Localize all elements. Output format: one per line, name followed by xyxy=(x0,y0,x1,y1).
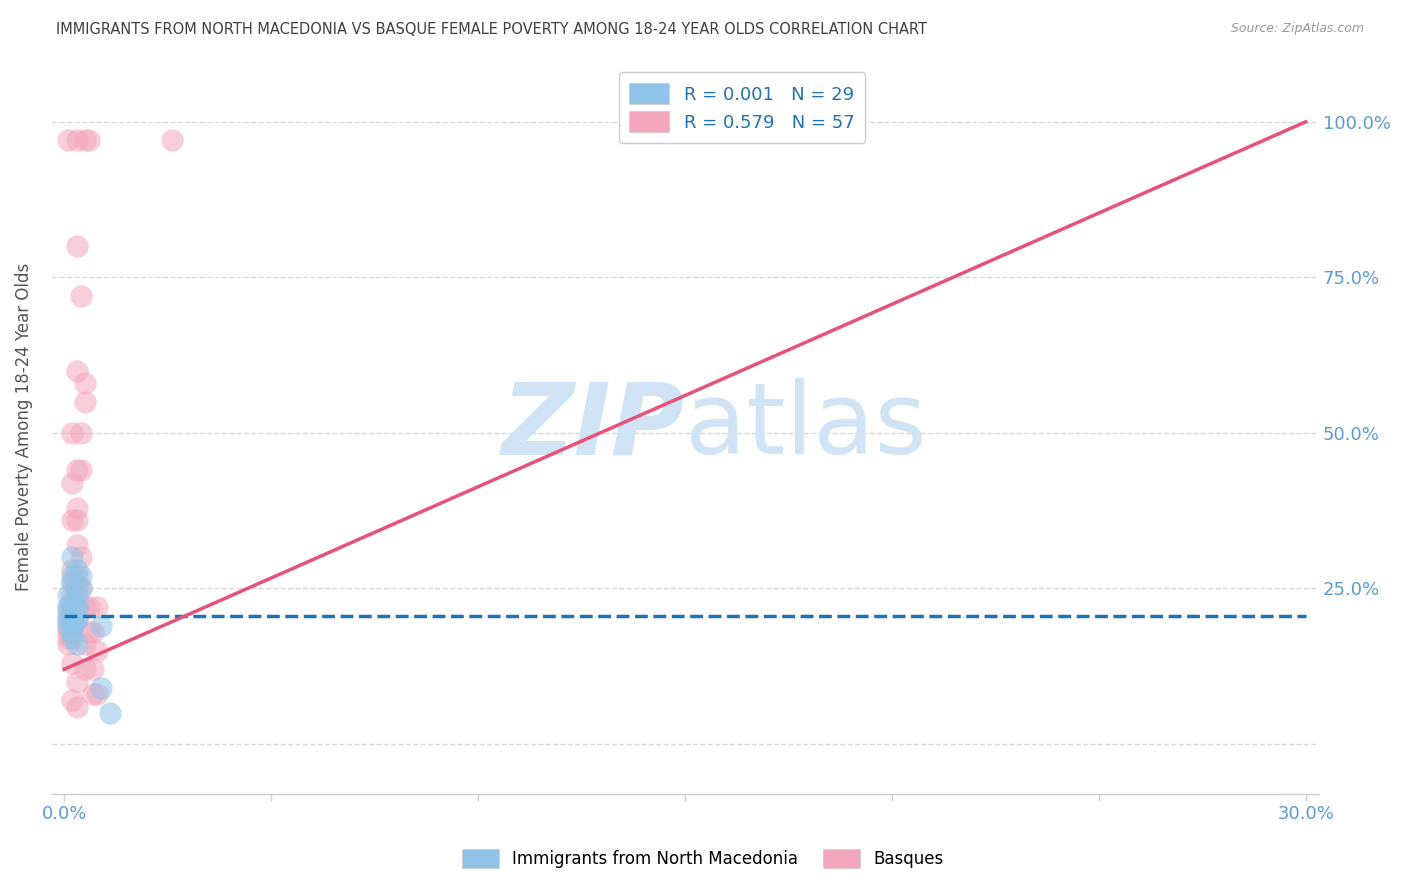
Point xyxy=(69,582,91,596)
Point xyxy=(65,699,87,714)
Point xyxy=(77,600,100,615)
Point xyxy=(62,600,84,615)
Point xyxy=(62,618,84,632)
Point xyxy=(62,600,84,615)
Point xyxy=(62,693,84,707)
Point xyxy=(62,618,84,632)
Point xyxy=(160,133,183,147)
Point xyxy=(62,575,84,590)
Point xyxy=(58,637,80,651)
Point xyxy=(90,681,112,695)
Point xyxy=(62,569,84,583)
Point xyxy=(86,600,108,615)
Point xyxy=(62,588,84,602)
Point xyxy=(62,618,84,632)
Point xyxy=(62,563,84,577)
Point xyxy=(65,538,87,552)
Point xyxy=(65,569,87,583)
Point xyxy=(98,706,121,720)
Point xyxy=(69,289,91,303)
Point xyxy=(73,662,96,676)
Point xyxy=(69,463,91,477)
Text: IMMIGRANTS FROM NORTH MACEDONIA VS BASQUE FEMALE POVERTY AMONG 18-24 YEAR OLDS C: IMMIGRANTS FROM NORTH MACEDONIA VS BASQU… xyxy=(56,22,927,37)
Point xyxy=(65,364,87,378)
Point xyxy=(65,133,87,147)
Point xyxy=(62,631,84,645)
Point xyxy=(73,133,96,147)
Point xyxy=(58,600,80,615)
Legend: Immigrants from North Macedonia, Basques: Immigrants from North Macedonia, Basques xyxy=(456,842,950,875)
Point xyxy=(65,513,87,527)
Point xyxy=(82,624,104,639)
Point xyxy=(65,463,87,477)
Point xyxy=(73,637,96,651)
Point xyxy=(65,674,87,689)
Point xyxy=(77,133,100,147)
Point xyxy=(65,500,87,515)
Point xyxy=(58,624,80,639)
Point xyxy=(65,637,87,651)
Point xyxy=(62,612,84,626)
Point xyxy=(58,607,80,621)
Point xyxy=(65,239,87,253)
Point xyxy=(62,656,84,670)
Y-axis label: Female Poverty Among 18-24 Year Olds: Female Poverty Among 18-24 Year Olds xyxy=(15,262,32,591)
Point xyxy=(62,594,84,608)
Point xyxy=(69,582,91,596)
Point xyxy=(77,624,100,639)
Legend: R = 0.001   N = 29, R = 0.579   N = 57: R = 0.001 N = 29, R = 0.579 N = 57 xyxy=(619,72,865,143)
Point xyxy=(86,643,108,657)
Point xyxy=(73,376,96,390)
Point xyxy=(90,618,112,632)
Point xyxy=(62,425,84,440)
Point xyxy=(86,687,108,701)
Point xyxy=(62,624,84,639)
Point xyxy=(65,612,87,626)
Point xyxy=(73,394,96,409)
Point xyxy=(58,618,80,632)
Point xyxy=(58,612,80,626)
Point xyxy=(62,575,84,590)
Text: atlas: atlas xyxy=(685,378,927,475)
Point xyxy=(62,607,84,621)
Point xyxy=(62,607,84,621)
Point xyxy=(62,475,84,490)
Point xyxy=(73,600,96,615)
Point xyxy=(82,662,104,676)
Point xyxy=(65,582,87,596)
Point xyxy=(62,550,84,565)
Point xyxy=(65,600,87,615)
Point xyxy=(62,612,84,626)
Point xyxy=(69,425,91,440)
Point xyxy=(65,588,87,602)
Point xyxy=(58,588,80,602)
Text: Source: ZipAtlas.com: Source: ZipAtlas.com xyxy=(1230,22,1364,36)
Point xyxy=(58,133,80,147)
Point xyxy=(69,550,91,565)
Point xyxy=(58,631,80,645)
Point xyxy=(69,569,91,583)
Point xyxy=(65,612,87,626)
Point xyxy=(62,513,84,527)
Point xyxy=(58,618,80,632)
Point xyxy=(62,624,84,639)
Point xyxy=(62,600,84,615)
Point xyxy=(65,594,87,608)
Point xyxy=(65,600,87,615)
Point xyxy=(58,600,80,615)
Point xyxy=(62,607,84,621)
Point xyxy=(65,563,87,577)
Text: ZIP: ZIP xyxy=(502,378,685,475)
Point xyxy=(58,612,80,626)
Point xyxy=(62,612,84,626)
Point xyxy=(82,687,104,701)
Point xyxy=(65,612,87,626)
Point xyxy=(62,612,84,626)
